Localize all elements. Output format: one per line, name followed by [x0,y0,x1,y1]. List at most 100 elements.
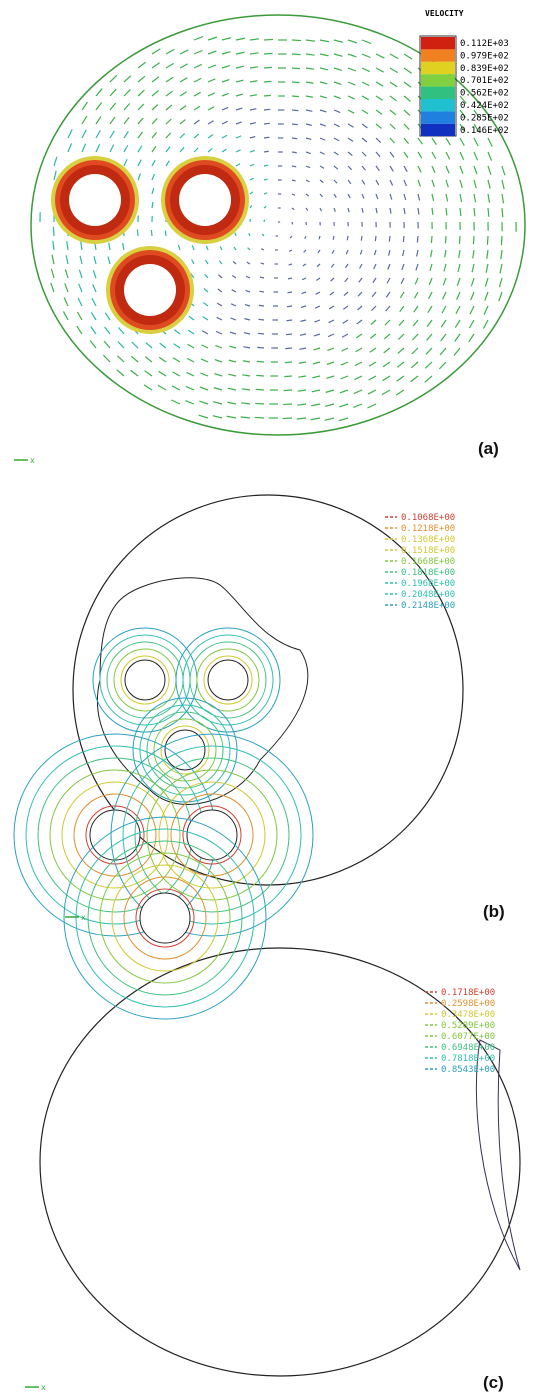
cylinder [69,174,121,226]
vector [389,151,395,158]
vector [193,147,199,153]
vector [151,145,157,153]
vector [298,361,307,364]
vector [245,275,251,279]
vector [459,123,466,132]
vector [416,249,419,257]
vector [200,358,209,363]
vector [257,346,265,349]
legend-label: 0.1718E+00 [441,988,495,998]
vector [191,259,195,265]
vector [284,361,293,364]
vector [403,179,408,187]
vector [263,219,266,223]
vector [263,164,269,167]
legend-label: 0.424E+02 [460,101,509,111]
vector [283,389,293,392]
vector [291,67,301,70]
legend-label: 0.2048E+00 [401,590,455,600]
vector [185,385,195,391]
vector [361,81,370,87]
cylinder [179,174,231,226]
vector [257,332,265,335]
contour [99,852,231,984]
domain-c [39,947,521,1377]
vector [347,95,355,100]
vector [235,65,245,69]
vector [65,255,69,265]
vector [244,303,251,307]
vector [501,193,505,204]
vector [319,123,326,127]
vector [319,67,329,71]
vector [369,333,377,339]
vector [285,333,293,336]
vector [305,151,311,155]
vector [305,39,316,42]
vector [150,229,153,237]
vector [144,356,153,363]
vector [375,81,384,87]
vector [173,343,181,349]
legend-label: 0.1968E+00 [401,579,455,589]
vector [443,263,447,272]
vector [373,263,377,270]
vector [243,332,251,335]
vector [256,360,265,363]
legend-label: 0.3478E+00 [441,1010,495,1020]
vector [207,148,213,153]
vector [179,91,187,97]
vector [151,131,158,139]
vector [91,298,97,307]
vector [389,193,393,200]
vector [241,402,251,405]
vector [291,151,297,154]
vector [90,326,97,335]
vector [455,305,461,314]
vector [51,254,55,265]
vector [81,143,87,153]
vector [375,95,383,101]
vector [386,277,391,284]
vector [219,246,223,251]
vector [359,249,363,255]
vector [79,255,83,265]
vector [341,333,349,338]
vector [249,80,258,83]
vector [137,131,143,139]
vector [319,39,330,43]
vector [109,130,115,139]
vector [305,95,313,98]
vector [356,319,363,325]
vector [342,319,349,324]
cylinder [207,659,249,701]
vector [347,53,357,58]
vector [347,179,352,185]
panel-label: (c) [483,1373,504,1392]
vector [325,389,335,393]
legend-label: 0.1818E+00 [401,568,455,578]
legend-label: 0.839E+02 [460,64,509,74]
vector [291,39,302,42]
vector [402,249,405,257]
vector [218,274,223,279]
vector [137,145,143,153]
vector [227,387,237,391]
vector [344,277,349,283]
vector [354,361,363,367]
vector [361,95,369,101]
vector [305,81,314,84]
vector [191,245,195,251]
vector [286,319,293,322]
vector [445,193,449,202]
vector [412,333,419,341]
vector [188,315,195,321]
vector [171,399,181,405]
vector [324,417,335,421]
vector [232,260,237,265]
contour [182,805,242,865]
vector [487,193,491,203]
vector [241,388,251,391]
vector [483,305,489,315]
vector [291,221,294,225]
